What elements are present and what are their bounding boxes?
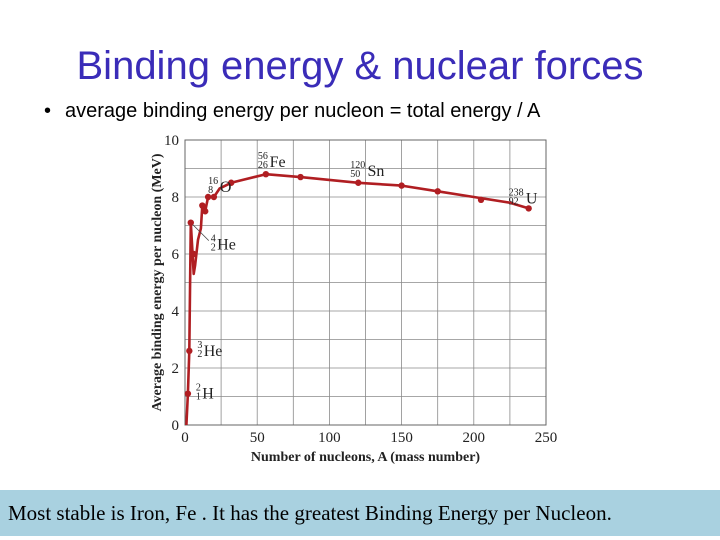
nuclide-atomic-number: 92 [509, 196, 519, 207]
nuclide-mass-number: 56 [258, 151, 268, 162]
nuclide-label-he-3: 32 He [197, 340, 222, 360]
y-axis-label: Average binding energy per nucleon (MeV) [150, 153, 165, 411]
annotation-leader-line [192, 224, 210, 241]
x-tick-label: 100 [318, 430, 341, 446]
data-point [434, 188, 441, 195]
nuclide-mass-number: 4 [211, 234, 216, 245]
nuclide-mass-number: 3 [197, 340, 202, 351]
y-tick-label: 6 [172, 247, 180, 263]
x-tick-label: 250 [535, 430, 558, 446]
data-point [297, 173, 304, 181]
nuclide-atomic-number: 2 [197, 349, 202, 360]
y-tick-label: 8 [172, 190, 180, 206]
nuclide-symbol: He [204, 343, 223, 360]
nuclide-symbol: U [526, 190, 538, 207]
nuclide-symbol: H [202, 386, 214, 403]
data-point [186, 347, 193, 355]
x-tick-label: 200 [463, 430, 486, 446]
bullet-point: • average binding energy per nucleon = to… [44, 100, 540, 123]
nuclide-mass-number: 16 [208, 176, 218, 187]
data-point [190, 250, 197, 258]
nuclide-atomic-number: 2 [211, 243, 216, 254]
nuclide-label-o-16: 168 O [208, 176, 231, 196]
x-tick-label: 50 [250, 430, 265, 446]
nuclide-label-h-2: 21 H [196, 383, 214, 403]
data-point [262, 171, 270, 178]
slide-title: Binding energy & nuclear forces [76, 44, 644, 88]
x-tick-label: 0 [181, 430, 189, 446]
nuclide-atomic-number: 50 [350, 169, 360, 180]
data-point [398, 182, 405, 189]
data-point [187, 219, 194, 226]
data-point [525, 205, 532, 212]
bullet-dot-icon: • [44, 100, 52, 122]
data-point [199, 202, 206, 209]
data-point [228, 179, 235, 186]
x-axis-label: Number of nucleons, A (mass number) [251, 450, 481, 465]
nuclide-symbol: Fe [270, 154, 286, 171]
y-tick-label: 0 [172, 418, 180, 434]
nuclide-atomic-number: 1 [196, 392, 201, 403]
nuclide-mass-number: 120 [350, 160, 365, 171]
y-tick-label: 10 [164, 133, 179, 149]
y-tick-label: 4 [172, 304, 180, 320]
data-point [210, 193, 218, 201]
bullet-text: average binding energy per nucleon = tot… [65, 100, 541, 122]
plot-frame [184, 139, 547, 426]
nuclide-label-he-4: 42 He [192, 224, 236, 254]
binding-energy-curve [185, 172, 530, 426]
nuclide-atomic-number: 26 [258, 160, 268, 171]
caption-text: Most stable is Iron, Fe . It has the gre… [8, 501, 612, 525]
data-point [477, 196, 485, 204]
nuclide-symbol: O [220, 179, 232, 196]
nuclide-mass-number: 238 [509, 187, 524, 198]
y-tick-label: 2 [172, 361, 180, 377]
data-point [204, 193, 212, 201]
nuclide-atomic-number: 8 [208, 185, 213, 196]
data-point [355, 179, 362, 186]
nuclide-symbol: He [217, 237, 236, 254]
nuclide-symbol: Sn [367, 163, 384, 180]
x-tick-label: 150 [390, 430, 413, 446]
caption-box: Most stable is Iron, Fe . It has the gre… [0, 490, 720, 536]
nuclide-mass-number: 2 [196, 383, 201, 394]
data-point [184, 390, 192, 397]
data-point [202, 208, 209, 215]
